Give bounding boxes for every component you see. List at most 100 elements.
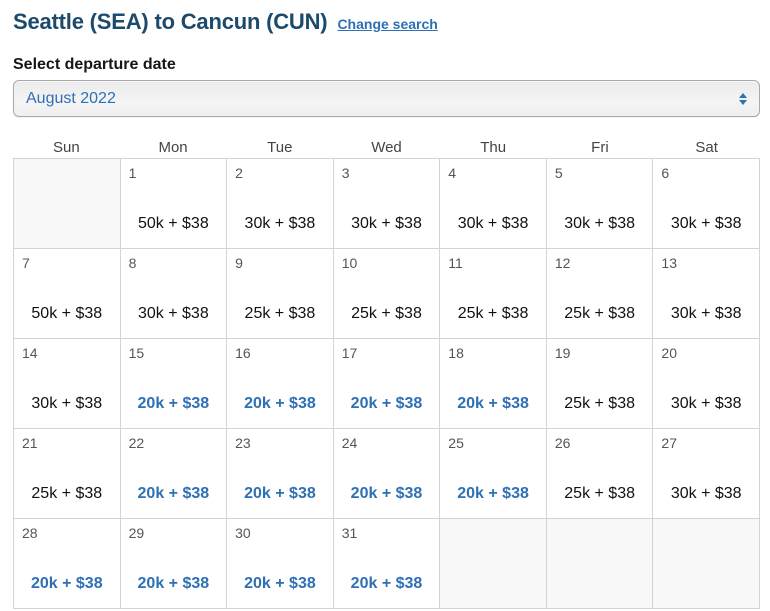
calendar-day-cell[interactable]: 24 20k + $38 [333, 429, 440, 518]
award-price: 20k + $38 [350, 575, 423, 592]
calendar-day-cell[interactable]: 21 25k + $38 [14, 429, 120, 518]
day-number: 4 [448, 165, 457, 181]
calendar-day-cell[interactable]: 30 20k + $38 [227, 519, 333, 608]
calendar-day-cell[interactable]: 16 20k + $38 [227, 339, 333, 428]
weekday-header: Thu [480, 139, 507, 156]
calendar-day-cell[interactable]: 20 30k + $38 [653, 339, 759, 428]
calendar-day-cell[interactable]: 18 20k + $38 [440, 339, 546, 428]
award-price: 20k + $38 [350, 485, 423, 502]
award-price: 50k + $38 [31, 305, 103, 322]
award-price: 30k + $38 [564, 215, 635, 232]
award-price: 30k + $38 [31, 395, 103, 412]
award-price: 30k + $38 [670, 215, 742, 232]
day-number: 20 [661, 345, 677, 361]
departure-month-select[interactable]: August 2022 [13, 80, 760, 117]
day-number: 9 [235, 255, 243, 271]
select-stepper-icon [739, 92, 747, 105]
day-number: 7 [22, 255, 30, 271]
day-number: 5 [554, 165, 563, 181]
calendar-day-cell[interactable]: 4 30k + $38 [440, 159, 546, 248]
calendar-day-cell[interactable]: 7 50k + $38 [14, 249, 120, 338]
day-number: 13 [661, 255, 677, 271]
calendar-empty-cell [546, 519, 653, 608]
change-search-link[interactable]: Change search [337, 16, 438, 32]
calendar-day-cell[interactable]: 27 30k + $38 [653, 429, 759, 518]
day-number: 29 [128, 525, 145, 541]
calendar-day-cell[interactable]: 2 30k + $38 [227, 159, 333, 248]
chevron-up-icon [739, 92, 747, 98]
day-number: 10 [341, 255, 358, 271]
award-price: 20k + $38 [457, 485, 529, 502]
calendar-day-cell[interactable]: 26 25k + $38 [546, 429, 653, 518]
calendar-day-cell[interactable]: 10 25k + $38 [333, 249, 440, 338]
award-price: 25k + $38 [457, 305, 529, 322]
departure-date-label: Select departure date [13, 56, 176, 73]
day-number: 25 [448, 435, 464, 451]
award-price: 30k + $38 [457, 215, 529, 232]
day-number: 22 [128, 435, 145, 451]
calendar-day-cell[interactable]: 6 30k + $38 [653, 159, 759, 248]
weekday-header-row: Sun Mon Tue Wed Thu Fri Sat [13, 140, 760, 156]
day-number: 18 [448, 345, 464, 361]
award-price: 30k + $38 [670, 485, 742, 502]
award-price: 25k + $38 [351, 305, 422, 322]
calendar-empty-cell [440, 519, 546, 608]
award-price: 20k + $38 [350, 395, 423, 412]
award-price: 20k + $38 [137, 575, 210, 592]
calendar-day-cell[interactable]: 11 25k + $38 [440, 249, 546, 338]
calendar-day-cell[interactable]: 14 30k + $38 [14, 339, 120, 428]
calendar-day-cell[interactable]: 3 30k + $38 [333, 159, 440, 248]
calendar-day-cell[interactable]: 19 25k + $38 [546, 339, 653, 428]
calendar-day-cell[interactable]: 29 20k + $38 [120, 519, 227, 608]
day-number: 19 [554, 345, 571, 361]
award-price: 25k + $38 [564, 395, 635, 412]
award-price: 25k + $38 [31, 485, 103, 502]
day-number: 23 [235, 435, 251, 451]
day-number: 15 [128, 345, 145, 361]
weekday-header: Fri [591, 139, 609, 156]
award-price: 20k + $38 [137, 485, 210, 502]
calendar-day-cell[interactable]: 5 30k + $38 [546, 159, 653, 248]
day-number: 1 [128, 165, 137, 181]
page-header: Seattle (SEA) to Cancun (CUN) Change sea… [13, 9, 760, 35]
day-number: 30 [235, 525, 251, 541]
weekday-header: Sat [695, 139, 718, 156]
day-number: 11 [448, 255, 463, 271]
calendar-day-cell[interactable]: 31 20k + $38 [333, 519, 440, 608]
selected-month-value: August 2022 [26, 89, 116, 107]
day-number: 28 [22, 525, 38, 541]
calendar-day-cell[interactable]: 28 20k + $38 [14, 519, 120, 608]
calendar-day-cell[interactable]: 8 30k + $38 [120, 249, 227, 338]
weekday-header: Tue [267, 139, 293, 156]
award-price: 20k + $38 [244, 485, 316, 502]
award-price: 30k + $38 [670, 305, 742, 322]
calendar-day-cell[interactable]: 22 20k + $38 [120, 429, 227, 518]
calendar-day-cell[interactable]: 23 20k + $38 [227, 429, 333, 518]
day-number: 6 [661, 165, 670, 181]
award-price: 20k + $38 [137, 395, 210, 412]
calendar-day-cell[interactable]: 12 25k + $38 [546, 249, 653, 338]
calendar-empty-cell [653, 519, 759, 608]
calendar-day-cell[interactable]: 1 50k + $38 [120, 159, 227, 248]
calendar-day-cell[interactable]: 17 20k + $38 [333, 339, 440, 428]
day-number: 3 [341, 165, 350, 181]
day-number: 12 [554, 255, 571, 271]
calendar-grid: 1 50k + $38 2 30k + $38 3 30k + $38 4 30k + $38… [13, 158, 760, 609]
day-number: 26 [554, 435, 571, 451]
day-number: 8 [128, 255, 137, 271]
day-number: 2 [235, 165, 243, 181]
award-price: 25k + $38 [564, 305, 635, 322]
award-price: 30k + $38 [244, 215, 316, 232]
chevron-down-icon [739, 99, 747, 105]
award-price: 50k + $38 [137, 215, 209, 232]
weekday-header: Sun [53, 139, 80, 156]
calendar-day-cell[interactable]: 9 25k + $38 [227, 249, 333, 338]
award-calendar-page: Seattle (SEA) to Cancun (CUN) Change sea… [13, 9, 760, 609]
award-price: 30k + $38 [351, 215, 422, 232]
calendar-day-cell[interactable]: 15 20k + $38 [120, 339, 227, 428]
calendar-day-cell[interactable]: 25 20k + $38 [440, 429, 546, 518]
weekday-header: Mon [158, 139, 188, 156]
calendar-day-cell[interactable]: 13 30k + $38 [653, 249, 759, 338]
award-price: 30k + $38 [137, 305, 209, 322]
weekday-header: Wed [371, 139, 402, 156]
